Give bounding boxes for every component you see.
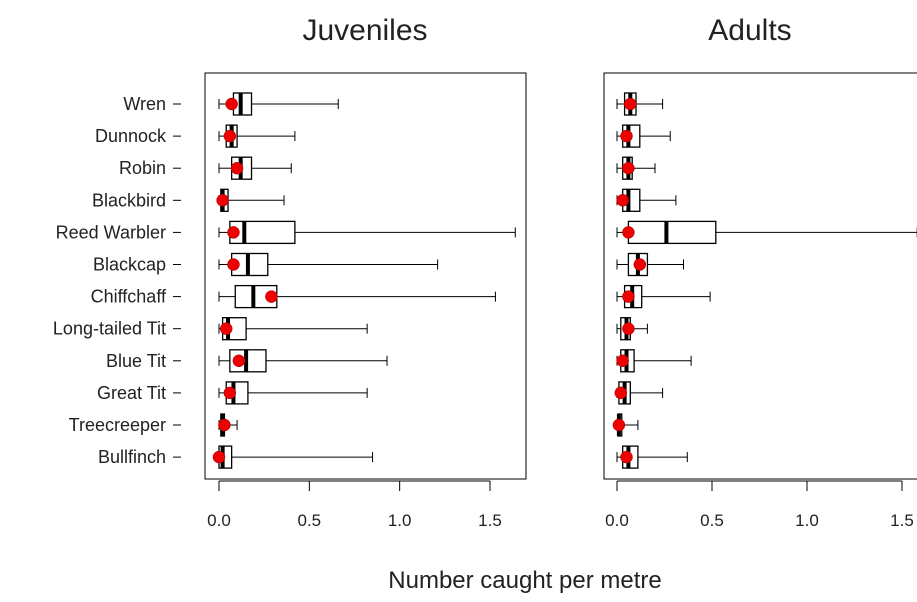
box-robin xyxy=(218,156,292,180)
species-label: Long-tailed Tit xyxy=(53,319,166,339)
species-label: Robin xyxy=(119,158,166,178)
mean-point xyxy=(227,226,240,239)
species-label: Bullfinch xyxy=(98,447,166,467)
species-label: Reed Warbler xyxy=(56,222,166,242)
species-label: Blackcap xyxy=(93,255,166,275)
x-tick-label: 0.0 xyxy=(605,511,629,530)
mean-point xyxy=(624,97,637,111)
mean-point xyxy=(227,258,240,271)
mean-point xyxy=(212,450,226,464)
species-label: Chiffchaff xyxy=(91,287,167,307)
mean-point xyxy=(223,386,237,400)
box-blackbird xyxy=(616,188,677,212)
mean-point xyxy=(620,129,633,143)
panel-juveniles: Juveniles 0.0 0.5 1.0 1.5 xyxy=(204,14,527,530)
box-treecreeper xyxy=(218,413,238,437)
box-great-tit xyxy=(218,381,368,405)
mean-point xyxy=(265,290,278,303)
panel-adults: Adults 0.0 0.5 1.0 1.5 xyxy=(603,14,917,530)
box-chiffchaff xyxy=(218,284,496,309)
mean-point xyxy=(622,226,635,239)
box-long-tailed-tit xyxy=(616,317,648,341)
species-label: Great Tit xyxy=(97,383,166,403)
mean-point xyxy=(223,129,237,143)
panel-title: Adults xyxy=(708,14,791,47)
mean-point xyxy=(612,418,626,432)
plot-frame xyxy=(603,72,917,480)
mean-point xyxy=(616,354,629,368)
box-great-tit xyxy=(614,381,664,405)
x-axis-label: Number caught per metre xyxy=(388,567,661,594)
x-tick-label: 1.5 xyxy=(890,511,914,530)
box-chiffchaff xyxy=(616,284,711,309)
species-labels: Wren Dunnock Robin Blackbird Reed Warbler Bla… xyxy=(53,94,181,467)
panel-title: Juveniles xyxy=(302,14,427,47)
mean-point xyxy=(232,354,246,368)
iqr-box xyxy=(627,220,717,245)
box-reed-warbler xyxy=(218,220,516,245)
mean-point xyxy=(230,161,244,175)
mean-point xyxy=(614,386,628,400)
box-wren xyxy=(218,92,339,116)
x-tick-label: 0.5 xyxy=(700,511,724,530)
x-tick-label: 1.5 xyxy=(478,511,502,530)
species-label: Blue Tit xyxy=(106,351,166,371)
x-tick-label: 1.0 xyxy=(795,511,819,530)
mean-point xyxy=(219,322,233,335)
x-tick-label: 0.0 xyxy=(207,511,231,530)
box-blackcap xyxy=(616,252,684,277)
x-tick-label: 0.5 xyxy=(298,511,322,530)
mean-point xyxy=(620,450,633,464)
plot-frame xyxy=(204,72,527,480)
mean-point xyxy=(622,322,635,335)
box-bullfinch xyxy=(212,445,374,469)
species-label: Treecreeper xyxy=(69,415,166,435)
box-reed-warbler xyxy=(616,220,917,245)
mean-point xyxy=(216,194,229,207)
box-wren xyxy=(616,92,664,116)
mean-point xyxy=(218,418,231,432)
species-label: Wren xyxy=(123,94,166,114)
box-dunnock xyxy=(616,124,671,148)
mean-point xyxy=(622,161,635,175)
box-blue-tit xyxy=(218,349,388,373)
mean-point xyxy=(633,258,647,271)
box-blue-tit xyxy=(616,349,692,373)
species-label: Blackbird xyxy=(92,190,166,210)
box-robin xyxy=(616,156,656,180)
x-tick-label: 1.0 xyxy=(388,511,412,530)
box-blackbird xyxy=(216,188,285,212)
species-label: Dunnock xyxy=(95,126,167,146)
box-dunnock xyxy=(218,124,296,148)
box-long-tailed-tit xyxy=(218,317,368,341)
box-treecreeper xyxy=(612,413,639,437)
mean-point xyxy=(622,290,635,303)
mean-point xyxy=(616,194,629,207)
box-blackcap xyxy=(218,252,439,277)
mean-point xyxy=(225,97,238,111)
box-bullfinch xyxy=(616,445,688,469)
